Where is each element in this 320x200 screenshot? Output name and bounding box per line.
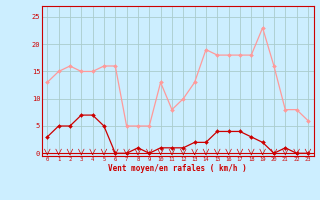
X-axis label: Vent moyen/en rafales ( km/h ): Vent moyen/en rafales ( km/h ) <box>108 164 247 173</box>
